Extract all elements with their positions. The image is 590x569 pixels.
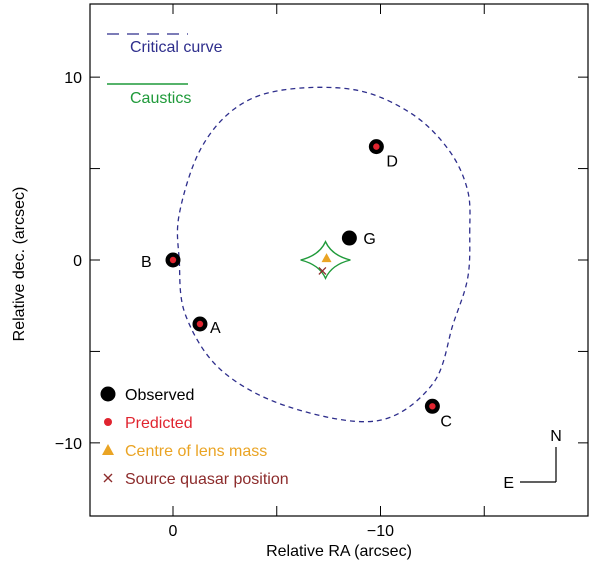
predicted-point [169, 256, 177, 264]
image-label-a: A [210, 320, 221, 337]
legend-layer: Critical curve Caustics Observed Predicted C… [100, 33, 562, 492]
plot-frame: 0 −10 10 0 −10 [55, 3, 589, 540]
legend-source-label: Source quasar position [125, 471, 289, 488]
legend-caustics-label: Caustics [130, 90, 191, 107]
legend-centre-label: Centre of lens mass [125, 443, 267, 460]
observed-point [341, 230, 357, 246]
legend-observed-label: Observed [125, 387, 194, 404]
legend-predicted-swatch [104, 418, 112, 426]
compass-east-label: E [503, 475, 514, 492]
predicted-point [373, 143, 380, 150]
plot-border [89, 3, 589, 517]
y-tick-label: −10 [55, 436, 82, 453]
critical-curve [176, 86, 471, 423]
image-label-b: B [141, 254, 152, 271]
legend-source-swatch [103, 473, 113, 483]
label-layer: A B C D G [141, 154, 452, 431]
x-tick-label: 0 [169, 523, 178, 540]
curve-layer [176, 86, 471, 423]
legend-predicted-label: Predicted [125, 415, 193, 432]
legend-critical-label: Critical curve [130, 39, 223, 56]
legend-centre-swatch [102, 444, 114, 455]
x-axis-label: Relative RA (arcsec) [266, 543, 412, 560]
predicted-point [429, 403, 436, 410]
x-tick-label: −10 [367, 523, 394, 540]
image-label-c: C [440, 413, 452, 430]
legend-observed-swatch [100, 386, 116, 402]
y-tick-label: 10 [64, 70, 82, 87]
image-label-d: D [386, 154, 398, 171]
image-label-g: G [363, 231, 375, 248]
lens-centre-marker [321, 253, 332, 263]
source-position-marker [318, 267, 327, 275]
compass-north-label: N [550, 428, 562, 445]
y-tick-label: 0 [73, 253, 82, 270]
caustic-curve [300, 240, 351, 280]
predicted-point [196, 320, 204, 328]
marker-layer [165, 139, 440, 414]
y-axis-label: Relative dec. (arcsec) [11, 187, 28, 342]
